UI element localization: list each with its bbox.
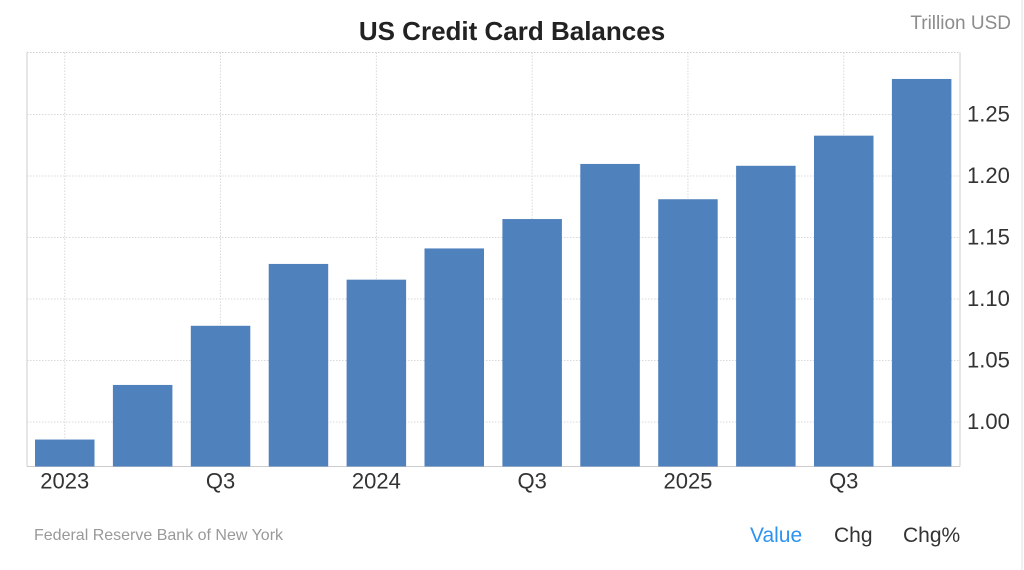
svg-text:2023: 2023 (40, 469, 89, 494)
svg-text:1.10: 1.10 (967, 286, 1010, 311)
svg-text:Q3: Q3 (829, 469, 858, 494)
svg-text:2025: 2025 (663, 469, 712, 494)
svg-text:Q3: Q3 (206, 469, 235, 494)
svg-text:1.25: 1.25 (967, 102, 1010, 127)
svg-text:Q3: Q3 (517, 469, 546, 494)
svg-text:2024: 2024 (352, 469, 401, 494)
svg-text:1.05: 1.05 (967, 347, 1010, 372)
svg-text:1.20: 1.20 (967, 163, 1010, 188)
svg-text:1.15: 1.15 (967, 224, 1010, 249)
svg-text:1.00: 1.00 (967, 409, 1010, 434)
